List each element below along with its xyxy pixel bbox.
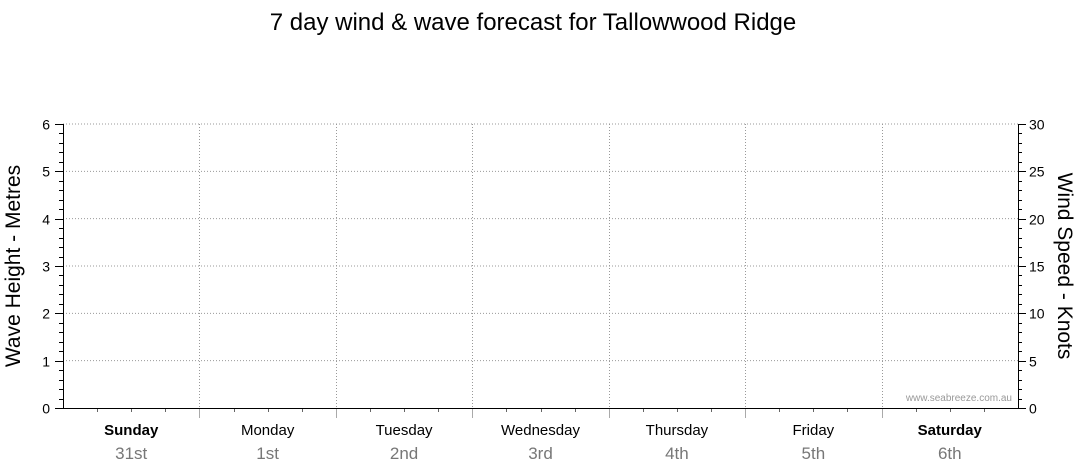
left-tick-label: 6 [42,117,50,133]
left-tick-label: 5 [42,164,50,180]
date-label: 4th [665,444,689,463]
right-tick-label: 15 [1029,259,1045,275]
plot-area: 0 1 2 3 4 5 6 0 5 10 15 20 25 30 Sunday 31st Monday 1st Tu… [42,117,1045,464]
left-tick-label: 4 [42,212,50,228]
watermark: www.seabreeze.com.au [905,393,1012,404]
day-label: Thursday [646,422,709,439]
day-label: Sunday [104,422,159,439]
day-label: Tuesday [376,422,433,439]
left-tick-label: 3 [42,259,50,275]
left-tick-label: 0 [42,401,50,417]
right-tick-label: 10 [1029,306,1045,322]
right-tick-label: 20 [1029,212,1045,228]
right-tick-label: 5 [1029,354,1037,370]
date-label: 3rd [528,444,553,463]
right-tick-label: 25 [1029,164,1045,180]
day-label: Monday [241,422,295,439]
date-label: 31st [115,444,147,463]
date-label: 6th [938,444,962,463]
chart-title: 7 day wind & wave forecast for Tallowwoo… [270,9,797,36]
left-axis-label: Wave Height - Metres [2,165,25,367]
right-tick-label: 30 [1029,117,1045,133]
day-label: Saturday [918,422,983,439]
left-tick-label: 1 [42,354,50,370]
date-label: 2nd [390,444,418,463]
day-label: Friday [793,422,835,439]
day-label: Wednesday [501,422,580,439]
date-label: 5th [802,444,826,463]
date-label: 1st [256,444,279,463]
right-axis-label: Wind Speed - Knots [1053,173,1076,360]
left-tick-label: 2 [42,306,50,322]
right-tick-label: 0 [1029,401,1037,417]
